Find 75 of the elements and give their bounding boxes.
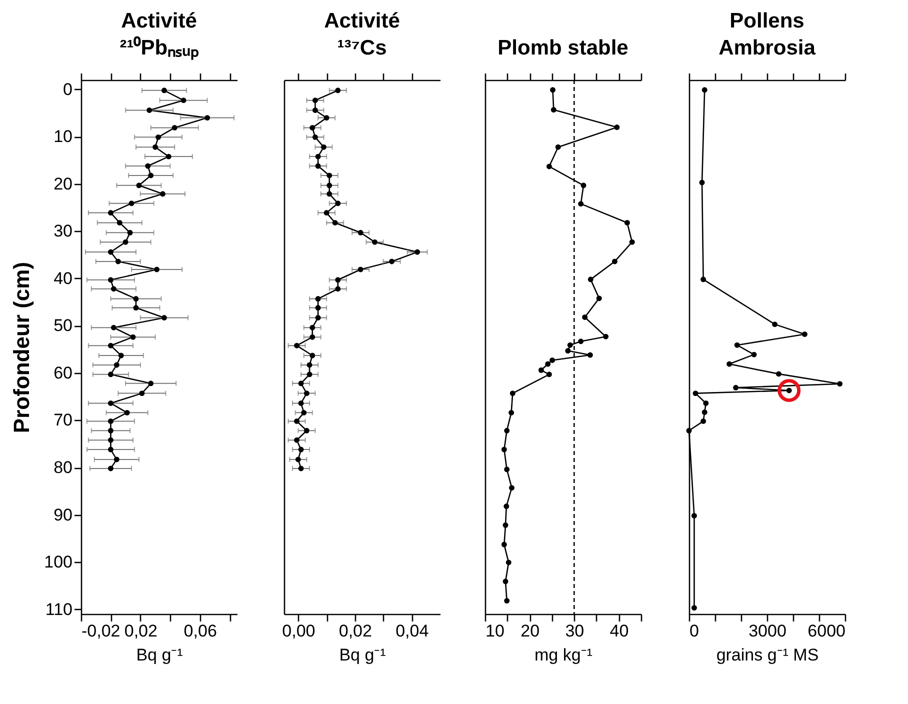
point xyxy=(298,466,304,472)
point xyxy=(301,410,307,416)
point xyxy=(315,296,321,302)
x-tick-label: 0,02 xyxy=(338,622,372,640)
y-tick-label: 30 xyxy=(54,222,72,241)
point xyxy=(310,334,316,340)
point xyxy=(312,108,318,113)
point xyxy=(310,352,316,358)
x-axis-title: grains g⁻¹ MS xyxy=(716,646,819,664)
point xyxy=(315,154,321,160)
point xyxy=(326,191,332,197)
y-tick-label: 60 xyxy=(54,363,72,382)
point xyxy=(315,314,321,320)
x-tick-label: 0,06 xyxy=(184,622,217,640)
point xyxy=(326,172,332,178)
x-tick-label: 0,00 xyxy=(282,622,316,640)
point xyxy=(312,134,318,140)
x-tick-label: 40 xyxy=(610,622,629,640)
point xyxy=(324,115,330,121)
y-tick-label: 100 xyxy=(44,552,72,572)
x-tick-label: 20 xyxy=(520,622,540,640)
chart-title: Activité ²¹⁰Pbₙₛᵤₚ xyxy=(120,9,200,60)
y-tick-label: 110 xyxy=(45,600,72,619)
point xyxy=(306,372,312,378)
point xyxy=(310,324,316,330)
y-tick-label: 10 xyxy=(54,127,72,146)
point xyxy=(298,446,304,452)
point xyxy=(335,200,341,206)
point xyxy=(315,163,321,169)
chart-title: Pollens Ambrosia xyxy=(718,9,816,60)
chart-title: Plomb stable xyxy=(498,36,628,60)
x-axis-title: Bq g⁻¹ xyxy=(136,646,184,664)
x-tick-label: 10 xyxy=(486,622,504,640)
y-tick-label: 70 xyxy=(54,410,72,430)
point xyxy=(310,124,316,130)
point xyxy=(358,230,364,236)
y-axis-title: Profondeur (cm) xyxy=(9,262,34,434)
point xyxy=(304,428,310,434)
x-axis-title: mg kg⁻¹ xyxy=(534,646,593,664)
y-tick-label: 40 xyxy=(54,268,72,288)
point xyxy=(372,239,378,245)
point xyxy=(414,249,420,255)
y-tick-label: 20 xyxy=(54,174,72,194)
y-tick-label: 80 xyxy=(54,458,72,478)
chart-title: Activité ¹³⁷Cs xyxy=(324,9,400,60)
point xyxy=(295,456,301,462)
point xyxy=(389,258,395,264)
point xyxy=(332,220,338,226)
point xyxy=(294,418,300,424)
point xyxy=(294,342,300,348)
x-axis-title: Bq g⁻¹ xyxy=(339,646,386,664)
point xyxy=(312,98,318,104)
x-tick-label: 30 xyxy=(565,622,584,640)
y-tick-label: 50 xyxy=(54,316,72,336)
point xyxy=(335,286,341,292)
y-tick-label: 90 xyxy=(54,505,72,524)
y-tick-label: 0 xyxy=(63,80,72,99)
x-tick-label: 0,02 xyxy=(124,622,158,640)
point xyxy=(320,144,326,150)
point xyxy=(294,437,300,443)
point xyxy=(298,380,304,386)
point xyxy=(304,390,310,396)
point xyxy=(335,88,341,94)
point xyxy=(298,400,304,406)
point xyxy=(315,305,321,311)
x-tick-label: 0 xyxy=(690,622,699,640)
x-tick-label: 6000 xyxy=(808,622,846,640)
x-tick-label: 3000 xyxy=(748,622,786,640)
point xyxy=(326,182,332,188)
x-tick-label: 0,04 xyxy=(396,622,429,640)
x-tick-label: -0,02 xyxy=(82,622,120,640)
point xyxy=(324,210,330,216)
point xyxy=(335,277,341,283)
point xyxy=(358,266,364,272)
point xyxy=(306,362,312,368)
